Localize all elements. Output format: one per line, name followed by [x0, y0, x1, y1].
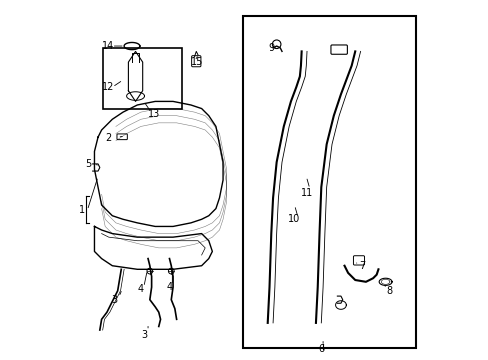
FancyBboxPatch shape	[353, 256, 364, 265]
Bar	[103, 48, 182, 109]
Text: 7: 7	[359, 261, 365, 271]
Text: 2: 2	[105, 133, 112, 143]
Text: 15: 15	[191, 57, 203, 67]
FancyBboxPatch shape	[117, 134, 127, 140]
Text: 12: 12	[102, 82, 114, 92]
Text: 6: 6	[318, 343, 324, 354]
FancyBboxPatch shape	[330, 45, 346, 54]
Text: 14: 14	[102, 41, 114, 51]
Text: 4: 4	[137, 284, 143, 294]
Text: 11: 11	[300, 188, 312, 198]
Text: 8: 8	[386, 287, 391, 296]
Text: 1: 1	[79, 205, 85, 215]
Text: 4: 4	[166, 282, 172, 292]
Text: 13: 13	[148, 109, 160, 119]
Text: 3: 3	[141, 330, 147, 341]
Text: 3: 3	[111, 295, 117, 305]
Text: 10: 10	[288, 214, 300, 224]
Text: 9: 9	[268, 43, 274, 53]
FancyBboxPatch shape	[191, 56, 201, 67]
Text: 5: 5	[85, 159, 91, 169]
Bar	[242, 16, 415, 348]
